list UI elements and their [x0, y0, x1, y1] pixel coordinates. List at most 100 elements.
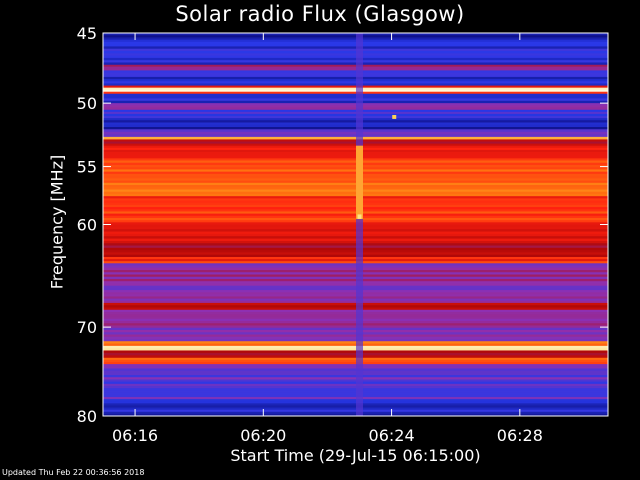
heatmap-band-13-strip-0 [103, 139, 608, 143]
heatmap-band-7-strip-1 [103, 96, 608, 100]
heatmap-band-23-strip-4 [103, 318, 608, 322]
heatmap-band-0-strip-0 [103, 33, 608, 36]
heatmap-band-9-strip-4 [103, 118, 608, 121]
heatmap-band-29-strip-7 [103, 413, 608, 416]
heatmap-band-1-strip-7 [103, 57, 608, 61]
y-tick-label-55: 55 [77, 158, 97, 177]
heatmap-band-13-strip-1 [103, 141, 608, 145]
heatmap-band-18-strip-1 [103, 243, 608, 247]
heatmap-band-29-strip-2 [103, 403, 608, 407]
heatmap-band-18-strip-2 [103, 245, 608, 249]
heatmap-band-17-strip-2 [103, 229, 608, 233]
heatmap-band-20-strip-10 [103, 285, 608, 289]
heatmap-band-16-strip-2 [103, 200, 608, 204]
heatmap-band-14-strip-5 [103, 156, 608, 159]
heatmap-band-14-strip-6 [103, 158, 608, 162]
heatmap-band-9-strip-0 [103, 109, 608, 113]
heatmap-band-15-strip-12 [103, 187, 608, 191]
heatmap-band-28-strip-5 [103, 375, 608, 378]
heatmap-band-0-strip-3 [103, 39, 608, 43]
heatmap-band-28-strip-11 [103, 388, 608, 391]
heatmap-band-2-strip-0 [103, 64, 608, 68]
y-tick-label-80: 80 [77, 407, 97, 426]
heatmap-band-15-strip-6 [103, 173, 608, 177]
heatmap-band-7-strip-2 [103, 98, 608, 102]
heatmap-band-16-strip-9 [103, 215, 608, 219]
heatmap-band-21-strip-4 [103, 296, 608, 300]
heatmap-band-17-strip-3 [103, 231, 608, 235]
heatmap-band-27-strip-2 [103, 361, 608, 365]
heatmap-band-3-strip-1 [103, 72, 608, 76]
y-tick-label-50: 50 [77, 94, 97, 113]
heatmap-band-9-strip-2 [103, 113, 608, 117]
heatmap-band-28-strip-8 [103, 381, 608, 385]
heatmap-band-22-strip-0 [103, 302, 608, 306]
heatmap-band-15-strip-11 [103, 185, 608, 188]
heatmap-band-28-strip-12 [103, 390, 608, 394]
heatmap-band-2-strip-1 [103, 66, 608, 70]
heatmap-band-20-strip-9 [103, 283, 608, 287]
heatmap-band-29-strip-0 [103, 399, 608, 402]
heatmap-band-20-strip-6 [103, 276, 608, 280]
heatmap-band-28-strip-3 [103, 370, 608, 374]
x-axis: 06:16 06:20 06:24 06:28 [112, 33, 543, 445]
heatmap-band-4-strip-0 [103, 85, 608, 89]
heatmap-band-11-strip-1 [103, 131, 608, 135]
heatmap-band-23-strip-0 [103, 309, 608, 313]
heatmap-band-20-strip-0 [103, 263, 608, 267]
heatmap-band-10-strip-0 [103, 120, 608, 124]
heatmap-band-23-strip-6 [103, 323, 608, 327]
heatmap-band-15-strip-4 [103, 169, 608, 173]
heatmap-band-23-strip-12 [103, 336, 608, 340]
heatmap-band-20-strip-4 [103, 272, 608, 276]
heatmap-band-1-strip-9 [103, 62, 608, 66]
heatmap-band-23-strip-2 [103, 314, 608, 318]
heatmap-band-23-strip-13 [103, 338, 608, 342]
heatmap-band-14-strip-3 [103, 152, 608, 155]
heatmap-band-14-strip-1 [103, 147, 608, 151]
heatmap-band-23-strip-9 [103, 329, 608, 333]
feature-spot-2 [357, 214, 362, 219]
heatmap-band-1-strip-3 [103, 48, 608, 52]
heatmap-band-18-strip-3 [103, 247, 608, 251]
heatmap-band-17-strip-0 [103, 224, 608, 228]
heatmap-band-28-strip-4 [103, 372, 608, 376]
heatmap-band-8-strip-2 [103, 107, 608, 111]
heatmap-band-28-strip-1 [103, 366, 608, 370]
heatmap-band-14-strip-0 [103, 145, 608, 149]
heatmap-band-10-strip-1 [103, 122, 608, 126]
heatmap-band-23-strip-5 [103, 321, 608, 324]
heatmap-band-9-strip-1 [103, 111, 608, 115]
heatmap-band-29-strip-3 [103, 405, 608, 409]
heatmap-band-5-strip-1 [103, 89, 608, 93]
heatmap-band-3-strip-3 [103, 76, 608, 80]
heatmap-band-1-strip-0 [103, 41, 608, 45]
heatmap-band-21-strip-3 [103, 294, 608, 298]
spectrogram-heatmap [103, 33, 608, 416]
heatmap-band-7-strip-3 [103, 100, 608, 104]
heatmap-band-20-strip-8 [103, 281, 608, 285]
x-tick-label-2: 06:24 [369, 426, 415, 445]
heatmap-band-23-strip-10 [103, 332, 608, 336]
chart-title: Solar radio Flux (Glasgow) [175, 2, 465, 26]
heatmap-band-15-strip-3 [103, 167, 608, 171]
heatmap-band-20-strip-1 [103, 265, 608, 269]
heatmap-band-6-strip-0 [103, 91, 608, 95]
heatmap-band-10-strip-2 [103, 124, 608, 128]
heatmap-band-21-strip-6 [103, 300, 608, 304]
heatmap-band-8-strip-0 [103, 103, 608, 106]
heatmap-band-12-strip-0 [103, 136, 608, 141]
heatmap-band-15-strip-8 [103, 178, 608, 182]
heatmap-band-28-strip-10 [103, 386, 608, 389]
x-tick-label-1: 06:20 [240, 426, 286, 445]
heatmap-band-20-strip-7 [103, 278, 608, 282]
heatmap-band-26-strip-1 [103, 352, 608, 356]
heatmap-band-8-strip-1 [103, 105, 608, 109]
heatmap-band-29-strip-6 [103, 411, 608, 415]
heatmap-band-25-strip-1 [103, 348, 608, 352]
heatmap-band-15-strip-5 [103, 171, 608, 175]
heatmap-band-0-strip-2 [103, 37, 608, 41]
heatmap-band-15-strip-13 [103, 189, 608, 193]
x-tick-label-3: 06:28 [497, 426, 543, 445]
